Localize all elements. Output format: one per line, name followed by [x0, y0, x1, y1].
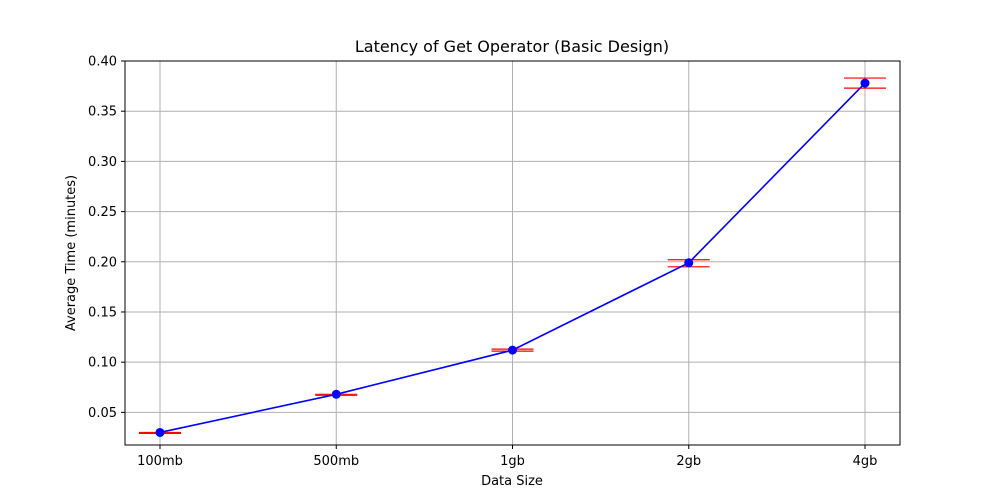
- x-tick-label: 500mb: [313, 454, 359, 469]
- x-tick-label: 2gb: [676, 454, 701, 469]
- x-axis-label: Data Size: [481, 474, 543, 489]
- y-tick-label: 0.35: [88, 105, 117, 120]
- data-point: [155, 427, 165, 437]
- x-tick-label: 4gb: [853, 454, 878, 469]
- y-tick-label: 0.10: [88, 356, 117, 371]
- chart-title: Latency of Get Operator (Basic Design): [355, 37, 669, 56]
- y-tick-label: 0.05: [88, 406, 117, 421]
- data-point: [860, 78, 870, 88]
- x-ticks: 100mb 500mb 1gb 2gb 4gb: [137, 445, 877, 469]
- data-point: [684, 258, 694, 268]
- y-tick-label: 0.40: [88, 55, 117, 70]
- data-point: [331, 389, 341, 399]
- y-tick-label: 0.30: [88, 155, 117, 170]
- y-tick-label: 0.15: [88, 305, 117, 320]
- y-axis-label: Average Time (minutes): [64, 175, 79, 331]
- y-ticks: 0.05 0.10 0.15 0.20 0.25 0.30 0.35 0.40: [88, 55, 125, 421]
- y-tick-label: 0.25: [88, 205, 117, 220]
- y-tick-label: 0.20: [88, 255, 117, 270]
- x-tick-label: 1gb: [500, 454, 525, 469]
- x-tick-label: 100mb: [137, 454, 183, 469]
- data-points: [155, 78, 870, 437]
- data-point: [508, 345, 517, 355]
